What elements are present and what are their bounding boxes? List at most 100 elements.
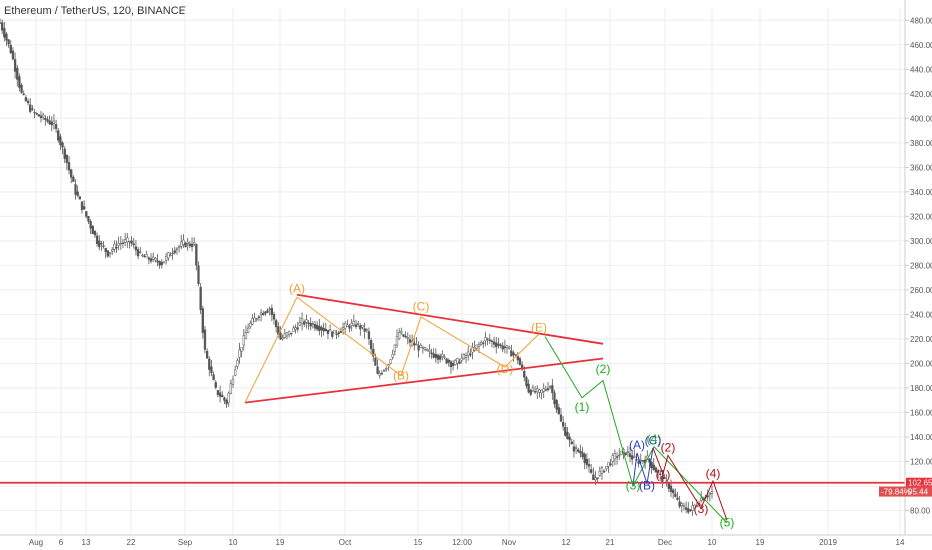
candle-body	[262, 312, 265, 316]
candle-body	[0, 22, 2, 24]
y-tick-label: 260.00	[910, 286, 932, 295]
candle-body	[665, 480, 668, 482]
candle-body	[255, 318, 258, 320]
candle-body	[303, 321, 306, 325]
candle-body	[402, 334, 405, 337]
candle-body	[628, 453, 632, 457]
candle-body	[63, 148, 66, 159]
candle-body	[39, 115, 43, 118]
candle-body	[572, 446, 576, 452]
y-tick-label: 360.00	[910, 163, 932, 172]
candle-body	[676, 497, 679, 500]
candle-body	[585, 459, 589, 465]
candle-body	[561, 421, 565, 427]
candle-body	[451, 362, 455, 366]
candle-body	[160, 261, 163, 266]
candle-body	[549, 386, 552, 388]
candle-body	[631, 455, 634, 460]
candle-body	[667, 483, 670, 489]
candle-body	[287, 330, 291, 335]
candle-body	[76, 191, 79, 196]
trendline	[244, 296, 540, 403]
candle-body	[516, 356, 519, 361]
candle-body	[620, 450, 623, 455]
y-axis-panel	[905, 0, 932, 550]
candle-body	[279, 332, 282, 340]
candle-body	[324, 328, 327, 332]
candle-body	[434, 354, 437, 359]
candle-body	[203, 329, 207, 350]
candle-body	[613, 453, 617, 460]
candle-body	[29, 104, 32, 112]
candle-body	[3, 28, 6, 38]
candle-body	[598, 470, 601, 476]
candle-body	[382, 369, 386, 372]
y-tick-label: 320.00	[910, 212, 932, 221]
chart-title: Ethereum / TetherUS, 120, BINANCE	[4, 5, 186, 17]
candle-body	[100, 243, 103, 245]
y-axis[interactable]: 80.00100.00120.00140.00160.00180.00200.0…	[904, 0, 932, 550]
candle-body	[564, 426, 567, 436]
candle-body	[438, 355, 442, 360]
candle-body	[656, 470, 660, 473]
candle-body	[175, 248, 179, 250]
candle-body	[281, 337, 284, 340]
candle-body	[158, 261, 161, 266]
price-tag-label: 102.65	[908, 479, 932, 488]
x-axis[interactable]: Aug 6 13 22 Sep 10 19 Oct 15 12:00 Nov 12 21 Dec 10 19 2…	[0, 534, 932, 547]
candle-body	[72, 176, 75, 182]
candle-body	[294, 327, 297, 330]
candle-body	[708, 492, 711, 495]
candle-body	[691, 505, 694, 511]
candle-body	[672, 489, 675, 494]
x-tick-label: 10	[229, 538, 238, 547]
wave-label: (A)	[289, 281, 305, 295]
x-tick-label: 22	[127, 538, 136, 547]
candle-body	[240, 347, 243, 352]
candle-body	[354, 324, 358, 327]
candle-body	[365, 329, 368, 331]
candle-body	[523, 371, 526, 378]
candle-body	[596, 477, 599, 479]
candle-body	[669, 485, 673, 492]
candle-body	[533, 391, 537, 393]
candle-body	[259, 312, 263, 315]
candle-body	[344, 323, 347, 329]
candle-body	[93, 230, 97, 236]
y-tick-label: 280.00	[910, 261, 932, 270]
wave-label: (2)	[596, 362, 611, 376]
candle-body	[188, 243, 192, 246]
candle-body	[514, 354, 517, 356]
candle-body	[266, 310, 269, 313]
candle-body	[251, 318, 254, 325]
candle-body	[50, 121, 53, 126]
candle-body	[404, 335, 407, 338]
candle-body	[415, 344, 418, 346]
candle-body	[417, 345, 420, 351]
candle-body	[223, 397, 226, 401]
candle-body	[111, 249, 114, 252]
candle-body	[462, 353, 466, 360]
candle-body	[141, 254, 144, 257]
wave-label: (B)	[393, 368, 409, 382]
candle-body	[121, 242, 125, 244]
candle-body	[307, 322, 310, 325]
candle-body	[458, 361, 461, 364]
wave-label: (1)	[575, 400, 590, 414]
candle-body	[648, 458, 651, 463]
y-tick-label: 160.00	[910, 408, 932, 417]
candle-body	[475, 344, 478, 349]
candle-body	[400, 331, 403, 334]
candle-body	[346, 324, 349, 327]
candle-body	[31, 108, 34, 110]
candle-body	[89, 221, 92, 229]
candle-body	[126, 237, 129, 243]
price-tag	[879, 486, 906, 497]
candle-body	[236, 360, 239, 367]
candle-body	[169, 254, 172, 257]
candle-body	[139, 251, 142, 254]
candle-body	[626, 451, 630, 453]
x-tick-label: 15	[414, 538, 423, 547]
candle-body	[193, 242, 196, 245]
